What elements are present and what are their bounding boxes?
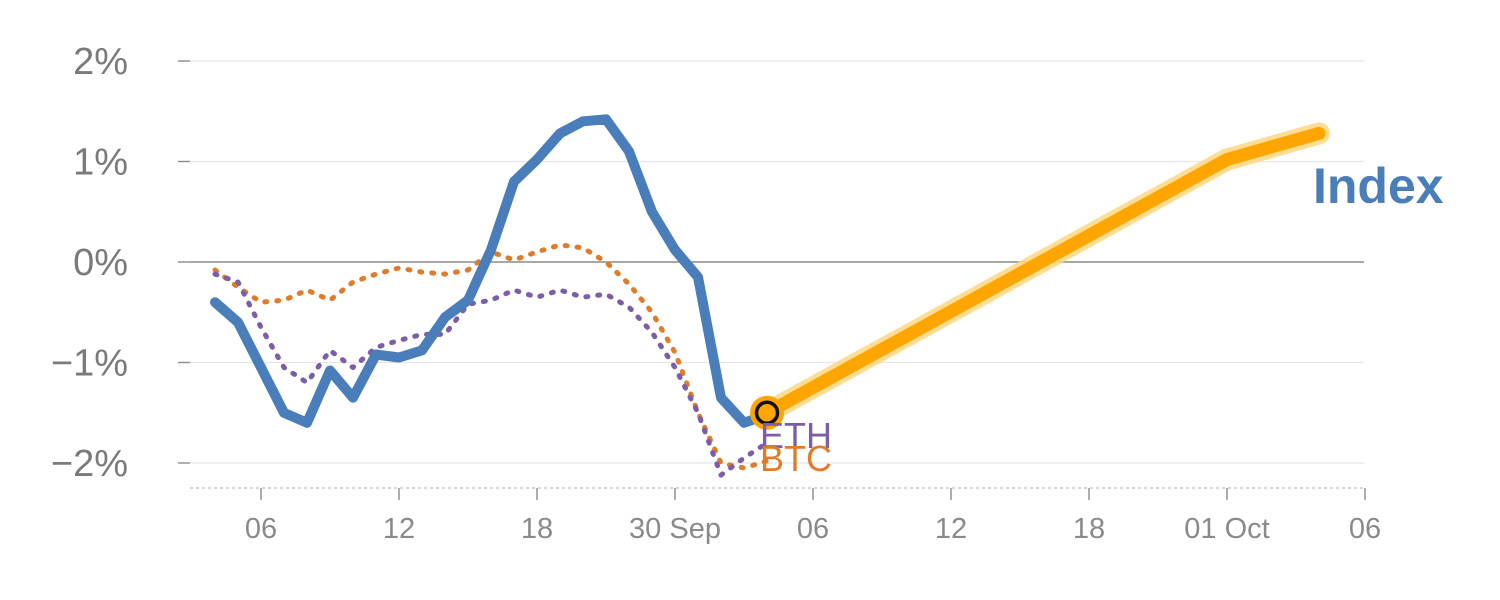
current-point-marker: [754, 400, 780, 425]
index-series-label: Index: [1313, 158, 1444, 214]
y-tick-label: 2%: [73, 41, 128, 83]
x-tick-label: 06: [797, 513, 829, 545]
gridlines: [178, 60, 1364, 464]
y-tick-label: 0%: [73, 242, 128, 284]
series-lines: [210, 114, 1330, 478]
x-tick-label: 30 Sep: [629, 513, 721, 545]
series-labels: Index ETH BTC: [760, 158, 1444, 479]
x-tick-label: 18: [1073, 513, 1105, 545]
eth-line: [212, 271, 770, 478]
x-tick-label: 12: [383, 513, 415, 545]
x-tick-label: 06: [245, 513, 277, 545]
x-tick-label: 18: [521, 513, 553, 545]
forecast-line: [760, 126, 1326, 420]
y-tick-label: 1%: [73, 142, 128, 184]
axes: 2% 1% 0% −1% −2% 06 12 18 30 Sep 06 12 18 01 Oct 06: [51, 41, 1381, 545]
y-tick-label: −2%: [51, 443, 128, 485]
x-tick-label: 12: [935, 513, 967, 545]
btc-series-label: BTC: [760, 438, 832, 479]
index-line: [210, 114, 772, 428]
eth-series-label: ETH: [760, 415, 832, 456]
btc-line: [212, 242, 770, 471]
x-tick-label: 01 Oct: [1184, 513, 1269, 545]
y-tick-label: −1%: [51, 343, 128, 385]
x-tick-label: 06: [1349, 513, 1381, 545]
